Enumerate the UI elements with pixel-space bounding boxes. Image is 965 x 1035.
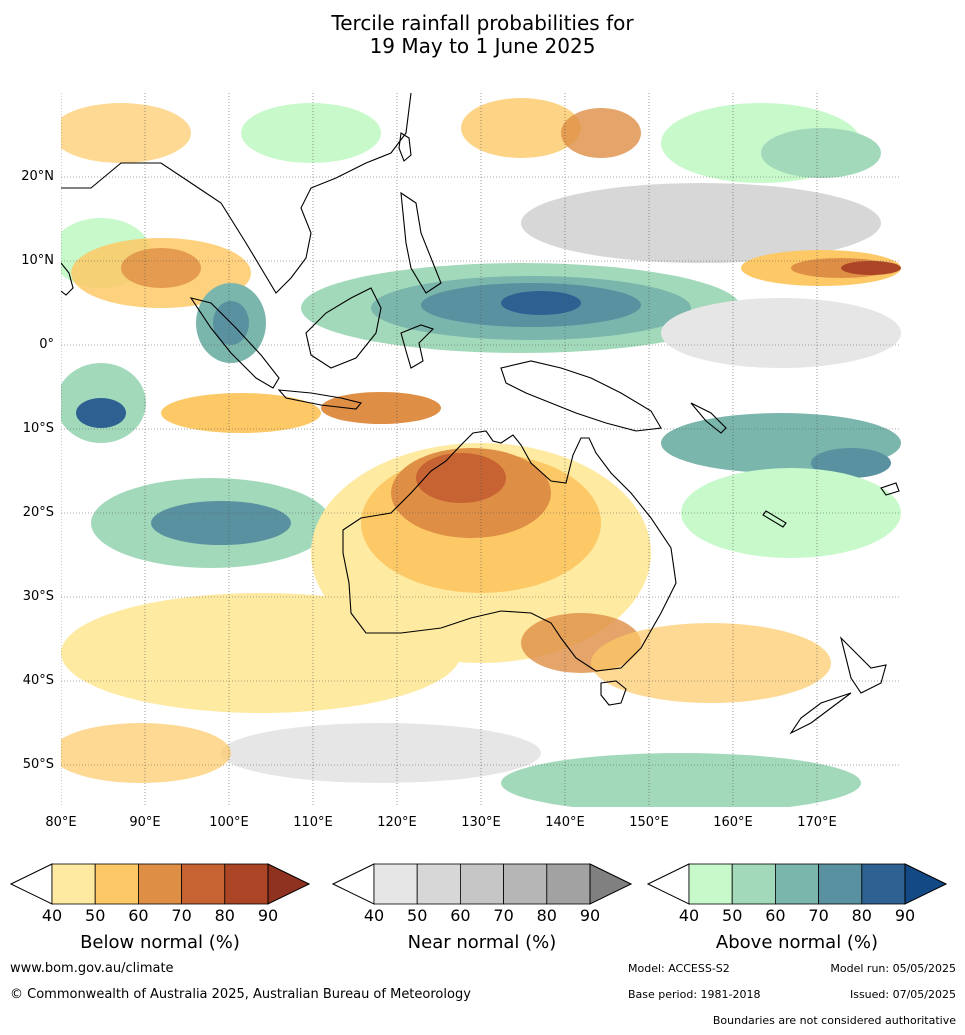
se-asia-coastline bbox=[61, 93, 412, 294]
new-guinea-coastline bbox=[500, 360, 662, 432]
latitude-label: 50°S bbox=[22, 757, 54, 772]
longitude-label: 140°E bbox=[545, 815, 585, 830]
longitude-label: 100°E bbox=[209, 815, 249, 830]
longitude-label: 130°E bbox=[461, 815, 501, 830]
rainfall-probability-map bbox=[61, 93, 901, 807]
latitude-label: 20°N bbox=[21, 169, 54, 184]
longitude-label: 80°E bbox=[45, 815, 77, 830]
colorbar-box bbox=[861, 863, 906, 905]
taiwan-coastline bbox=[398, 132, 412, 162]
near-normal-legend bbox=[331, 862, 633, 910]
latitude-label: 40°S bbox=[22, 673, 54, 688]
colorbar-over-triangle bbox=[267, 863, 311, 905]
latitude-label: 30°S bbox=[22, 589, 54, 604]
java-coastline bbox=[277, 389, 362, 410]
tasmania-coastline bbox=[600, 680, 627, 706]
model-run-date: Model run: 05/05/2025 bbox=[830, 962, 956, 975]
colorbar-under-triangle bbox=[331, 863, 375, 905]
issued-date: Issued: 07/05/2025 bbox=[849, 988, 956, 1001]
new-zealand-coastline bbox=[789, 636, 887, 735]
latitude-label: 10°N bbox=[21, 253, 54, 268]
colorbar-under-triangle bbox=[9, 863, 53, 905]
website-link[interactable]: www.bom.gov.au/climate bbox=[10, 961, 174, 976]
colorbar-tick-label: 50 bbox=[85, 906, 106, 925]
colorbar-box bbox=[224, 863, 269, 905]
colorbar-tick-label: 70 bbox=[493, 906, 514, 925]
colorbar-tick-label: 40 bbox=[363, 906, 385, 925]
map-title-line-2: 19 May to 1 June 2025 bbox=[369, 34, 596, 58]
colorbar-box bbox=[503, 863, 548, 905]
map-title-line-1: Tercile rainfall probabilities for bbox=[331, 11, 634, 35]
colorbar-tick-label: 50 bbox=[722, 906, 743, 925]
colorbar-tick-label: 70 bbox=[808, 906, 829, 925]
colorbar-tick-label: 80 bbox=[851, 906, 872, 925]
above-normal-colorbar bbox=[646, 863, 948, 905]
colorbar-under-triangle bbox=[646, 863, 690, 905]
above-normal-title: Above normal (%) bbox=[715, 932, 879, 953]
colorbar-tick-label: 60 bbox=[765, 906, 786, 925]
colorbar-box bbox=[416, 863, 461, 905]
colorbar-box bbox=[774, 863, 819, 905]
sulawesi-coastline bbox=[400, 324, 435, 369]
model-name: Model: ACCESS-S2 bbox=[628, 962, 730, 975]
below-normal-title: Below normal (%) bbox=[80, 932, 240, 953]
colorbar-box bbox=[137, 863, 182, 905]
base-period: Base period: 1981-2018 bbox=[628, 988, 761, 1001]
philippines-coastline bbox=[400, 191, 442, 294]
longitude-label: 110°E bbox=[293, 815, 333, 830]
sri-lanka-coastline bbox=[61, 262, 74, 296]
colorbar-tick-label: 80 bbox=[214, 906, 235, 925]
borneo-coastline bbox=[305, 287, 382, 369]
longitude-label: 90°E bbox=[129, 815, 161, 830]
colorbar-tick-label: 90 bbox=[579, 906, 601, 925]
fiji-coastline bbox=[880, 482, 900, 496]
colorbar-box bbox=[51, 863, 96, 905]
colorbar-tick-label: 40 bbox=[41, 906, 63, 925]
colorbar-tick-label: 60 bbox=[128, 906, 149, 925]
solomon-islands-coastline bbox=[690, 402, 727, 434]
latitude-label: 0° bbox=[39, 337, 54, 352]
australia-coastline bbox=[342, 430, 677, 672]
longitude-label: 160°E bbox=[713, 815, 753, 830]
map-gridlines bbox=[61, 93, 901, 807]
colorbar-tick-label: 60 bbox=[450, 906, 471, 925]
colorbar-over-triangle bbox=[904, 863, 948, 905]
longitude-label: 120°E bbox=[377, 815, 417, 830]
colorbar-box bbox=[94, 863, 139, 905]
latitude-label: 20°S bbox=[22, 505, 54, 520]
colorbar-tick-label: 80 bbox=[536, 906, 557, 925]
colorbar-tick-label: 70 bbox=[171, 906, 192, 925]
near-normal-colorbar bbox=[331, 863, 633, 905]
above-normal-legend bbox=[646, 862, 948, 910]
new-caledonia-coastline bbox=[762, 510, 787, 528]
copyright-text: © Commonwealth of Australia 2025, Austra… bbox=[10, 987, 471, 1002]
map-canvas bbox=[61, 93, 901, 807]
near-normal-title: Near normal (%) bbox=[407, 932, 557, 953]
colorbar-box bbox=[373, 863, 418, 905]
colorbar-tick-label: 90 bbox=[257, 906, 279, 925]
latitude-label: 10°S bbox=[22, 421, 54, 436]
colorbar-box bbox=[731, 863, 776, 905]
colorbar-box bbox=[546, 863, 591, 905]
colorbar-tick-label: 50 bbox=[407, 906, 428, 925]
below-normal-legend bbox=[9, 862, 311, 910]
colorbar-box bbox=[688, 863, 733, 905]
longitude-label: 150°E bbox=[629, 815, 669, 830]
colorbar-box bbox=[459, 863, 504, 905]
colorbar-tick-label: 90 bbox=[894, 906, 916, 925]
colorbar-box bbox=[181, 863, 226, 905]
boundaries-disclaimer: Boundaries are not considered authoritat… bbox=[712, 1014, 956, 1027]
colorbar-box bbox=[818, 863, 863, 905]
below-normal-colorbar bbox=[9, 863, 311, 905]
colorbar-tick-label: 40 bbox=[678, 906, 700, 925]
longitude-label: 170°E bbox=[797, 815, 837, 830]
sumatra-coastline bbox=[189, 297, 280, 389]
colorbar-over-triangle bbox=[589, 863, 633, 905]
coastlines bbox=[61, 93, 900, 735]
